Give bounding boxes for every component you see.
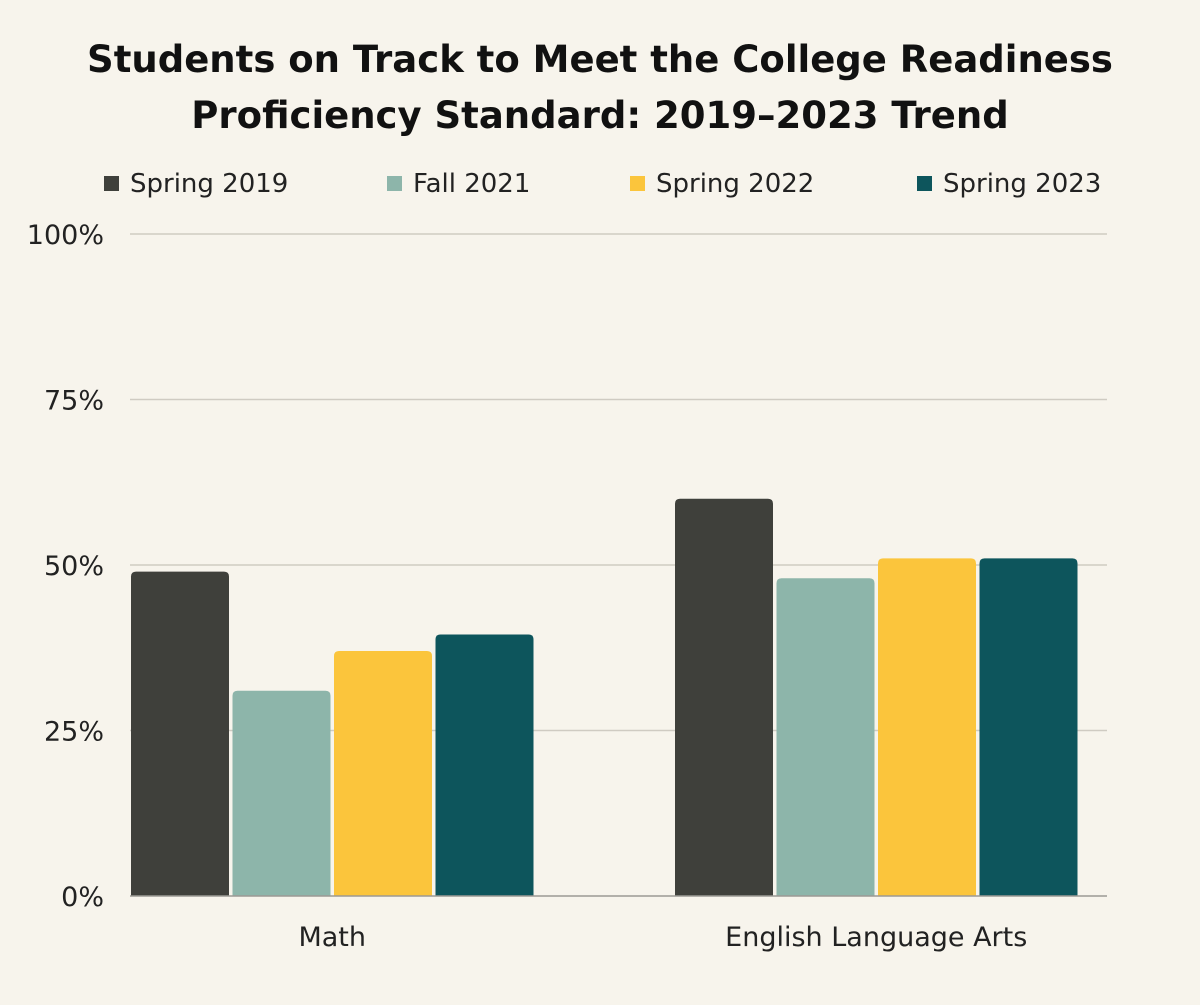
legend-item-fall-2021: Fall 2021 <box>387 169 530 199</box>
bar-english-language-arts-fall-2021 <box>776 578 875 896</box>
y-tick-label-0: 0% <box>61 882 104 913</box>
legend: Spring 2019 Fall 2021 Spring 2022 Spring 20… <box>104 169 1101 199</box>
legend-swatch <box>104 176 119 191</box>
bar-group-math <box>131 571 534 896</box>
chart-title: Students on Track to Meet the College Re… <box>87 38 1113 137</box>
legend-swatch <box>917 176 932 191</box>
bars <box>131 498 1078 896</box>
legend-label: Spring 2022 <box>656 169 814 199</box>
x-category-label-english-language-arts: English Language Arts <box>725 922 1027 953</box>
bar-math-fall-2021 <box>232 690 331 896</box>
chart-title-line-1: Students on Track to Meet the College Re… <box>87 38 1113 81</box>
legend-label: Spring 2019 <box>130 169 288 199</box>
legend-item-spring-2022: Spring 2022 <box>630 169 814 199</box>
y-axis-tick-labels: 0% 25% 50% 75% 100% <box>27 220 104 913</box>
bar-english-language-arts-spring-2022 <box>878 558 976 896</box>
y-tick-label-25: 25% <box>44 717 104 748</box>
legend-swatch <box>630 176 645 191</box>
y-tick-label-75: 75% <box>44 386 104 417</box>
bar-math-spring-2019 <box>131 571 229 896</box>
legend-swatch <box>387 176 402 191</box>
bar-math-spring-2022 <box>334 651 432 896</box>
bar-english-language-arts-spring-2023 <box>979 558 1078 896</box>
bar-math-spring-2023 <box>435 634 534 896</box>
x-axis-category-labels: Math English Language Arts <box>298 922 1027 953</box>
legend-label: Fall 2021 <box>413 169 530 199</box>
chart-title-line-2: Proficiency Standard: 2019–2023 Trend <box>191 94 1008 137</box>
y-tick-label-50: 50% <box>44 551 104 582</box>
x-category-label-math: Math <box>298 922 366 953</box>
bar-group-english-language-arts <box>675 498 1078 896</box>
bar-english-language-arts-spring-2019 <box>675 498 773 896</box>
legend-item-spring-2019: Spring 2019 <box>104 169 288 199</box>
legend-item-spring-2023: Spring 2023 <box>917 169 1101 199</box>
y-tick-label-100: 100% <box>27 220 104 251</box>
legend-label: Spring 2023 <box>943 169 1101 199</box>
